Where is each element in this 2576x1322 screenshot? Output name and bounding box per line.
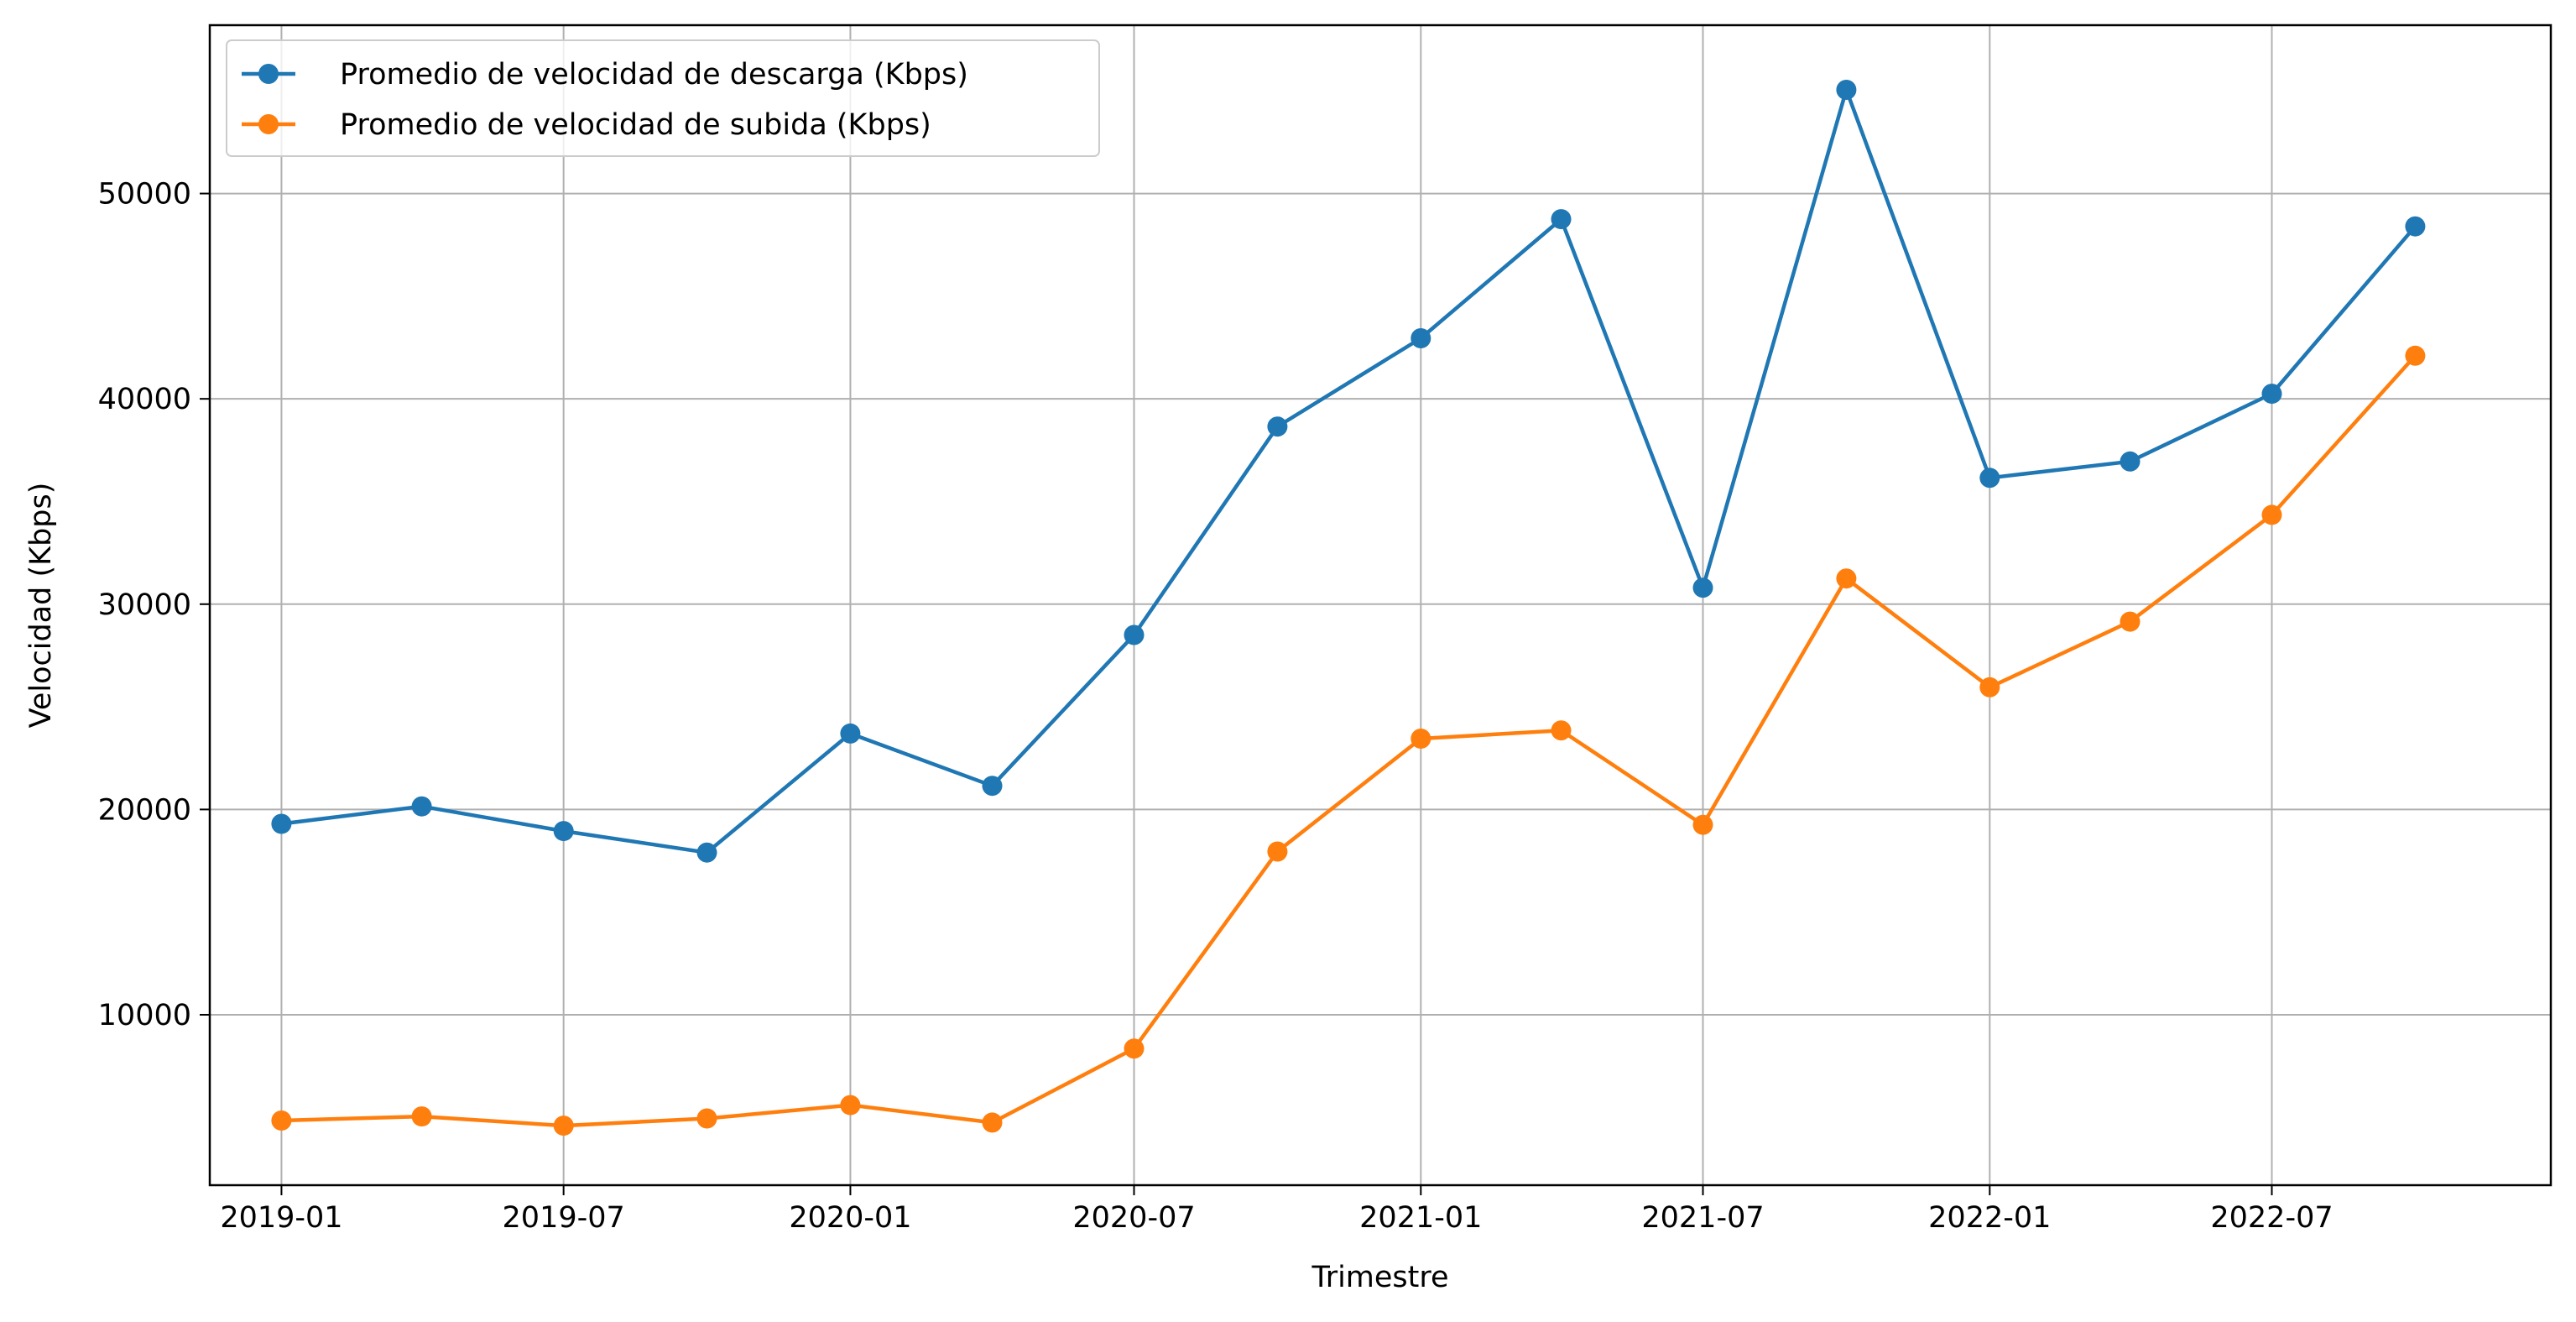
x-tick-label-0: 2019-01 [220,1201,342,1235]
y-tick-label-3: 40000 [98,383,191,416]
x-tick-label-4: 2021-01 [1359,1201,1482,1235]
series-1-point-10 [1692,814,1713,835]
series-line-0 [281,87,2417,854]
series-0-point-2 [553,821,574,842]
series-1-point-2 [553,1116,574,1137]
x-tick-label-3: 2020-07 [1072,1201,1195,1235]
legend: Promedio de velocidad de descarga (Kbps)… [226,39,1100,157]
legend-box [226,39,1100,157]
y-axis-label: Velocidad (Kbps) [24,483,58,729]
series-1-point-15 [2405,345,2426,366]
series-0-point-12 [1979,468,2000,489]
series-1-point-7 [1267,841,1288,862]
series-1-point-4 [840,1095,861,1116]
y-tick-label-4: 50000 [98,178,191,212]
series-1-point-12 [1979,677,2000,698]
series-1-point-1 [411,1106,432,1127]
series-0-point-5 [982,776,1003,797]
series-0-point-10 [1692,577,1713,598]
series-1-point-3 [696,1108,717,1129]
series-layer [271,80,2426,1137]
series-1-point-5 [982,1112,1003,1133]
series-1-point-14 [2261,504,2282,525]
y-tick-label-0: 10000 [98,999,191,1032]
series-0-point-7 [1267,416,1288,437]
legend-label-subida: Promedio de velocidad de subida (Kbps) [340,108,931,142]
plot-frame [208,24,2553,1187]
series-1-point-11 [1836,568,1857,589]
legend-label-descarga: Promedio de velocidad de descarga (Kbps) [340,58,968,91]
series-line-1 [281,354,2417,1128]
axis-ticks: 2019-01 2019-07 2020-01 2020-07 2021-01 2021-… [98,178,2334,1235]
series-1-point-0 [271,1110,292,1131]
series-0-point-15 [2405,216,2426,237]
legend-marker-subida [258,114,279,134]
series-1-point-6 [1124,1038,1145,1059]
y-tick-label-1: 20000 [98,793,191,827]
y-tick-label-2: 30000 [98,588,191,622]
grid-lines [210,25,2551,1185]
x-tick-label-1: 2019-07 [503,1201,625,1235]
x-tick-label-7: 2022-07 [2210,1201,2333,1235]
legend-marker-descarga [258,64,279,84]
x-tick-label-2: 2020-01 [789,1201,911,1235]
series-0-point-4 [840,723,861,744]
series-0-point-0 [271,813,292,834]
x-tick-label-6: 2022-01 [1928,1201,2051,1235]
series-0-point-8 [1411,328,1431,348]
x-tick-label-5: 2021-07 [1641,1201,1764,1235]
series-0-point-3 [696,842,717,863]
series-0-point-1 [411,796,432,817]
series-0-point-11 [1836,80,1857,100]
series-0-point-6 [1124,624,1145,645]
series-0-point-14 [2261,384,2282,405]
series-1-point-13 [2120,611,2141,632]
series-1-point-9 [1551,720,1572,741]
x-axis-label: Trimestre [1311,1261,1448,1294]
series-1-point-8 [1411,729,1431,749]
series-0-point-13 [2120,451,2141,472]
series-0-point-9 [1551,209,1572,230]
